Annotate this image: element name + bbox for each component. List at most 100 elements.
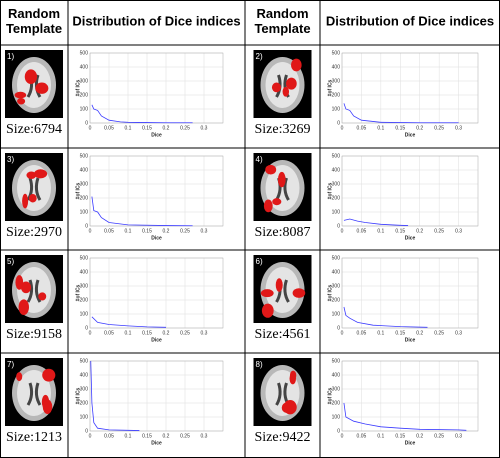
activation bbox=[275, 278, 283, 292]
x-tick-label: 0.3 bbox=[455, 228, 462, 234]
y-tick-label: 200 bbox=[332, 195, 341, 201]
x-axis-label: Dice bbox=[405, 337, 416, 343]
x-tick-label: 0.25 bbox=[180, 433, 190, 439]
x-tick-label: 0.1 bbox=[125, 125, 132, 131]
y-tick-label: 100 bbox=[332, 106, 341, 112]
activation bbox=[20, 281, 32, 294]
size-label: Size:6794 bbox=[6, 122, 62, 137]
x-tick-label: 0 bbox=[341, 433, 344, 439]
y-tick-label: 300 bbox=[332, 386, 341, 392]
x-tick-label: 0.05 bbox=[104, 228, 114, 234]
dice-curve bbox=[343, 218, 409, 226]
x-tick-label: 0.05 bbox=[104, 433, 114, 439]
x-tick-label: 0.2 bbox=[416, 125, 423, 131]
x-tick-label: 0.3 bbox=[455, 330, 462, 336]
x-tick-label: 0.15 bbox=[395, 433, 405, 439]
y-axis-label: #of ICs bbox=[75, 182, 81, 199]
plot-frame bbox=[89, 360, 224, 432]
image-label: 1) bbox=[7, 52, 14, 61]
y-tick-label: 0 bbox=[337, 120, 340, 126]
x-tick-label: 0.15 bbox=[395, 330, 405, 336]
activation bbox=[33, 169, 48, 179]
size-label: Size:9158 bbox=[6, 327, 62, 342]
dice-curve bbox=[343, 402, 467, 431]
header: Template bbox=[254, 21, 310, 36]
activation bbox=[42, 399, 53, 415]
x-axis-label: Dice bbox=[151, 132, 162, 138]
x-tick-label: 0.05 bbox=[357, 330, 367, 336]
y-tick-label: 200 bbox=[332, 297, 341, 303]
activation bbox=[22, 193, 29, 209]
x-tick-label: 0.05 bbox=[104, 330, 114, 336]
size-label: Size:3269 bbox=[255, 122, 311, 137]
activation bbox=[261, 303, 274, 318]
plot-frame bbox=[89, 52, 224, 124]
y-tick-label: 200 bbox=[80, 400, 89, 406]
header: Template bbox=[6, 21, 62, 36]
y-tick-label: 500 bbox=[80, 255, 89, 261]
y-tick-label: 400 bbox=[80, 269, 89, 275]
y-tick-label: 300 bbox=[80, 283, 89, 289]
y-axis-label: #of ICs bbox=[75, 387, 81, 404]
x-tick-label: 0.1 bbox=[125, 330, 132, 336]
x-tick-label: 0.15 bbox=[395, 228, 405, 234]
y-tick-label: 300 bbox=[332, 78, 341, 84]
activation bbox=[14, 91, 27, 99]
x-tick-label: 0.25 bbox=[180, 125, 190, 131]
activation bbox=[277, 171, 286, 188]
x-tick-label: 0.05 bbox=[357, 228, 367, 234]
activation bbox=[15, 275, 24, 290]
plot-frame bbox=[89, 257, 224, 329]
y-tick-label: 500 bbox=[332, 153, 341, 159]
size-label: Size:8087 bbox=[255, 225, 311, 240]
x-tick-label: 0 bbox=[341, 330, 344, 336]
x-tick-label: 0.25 bbox=[180, 330, 190, 336]
y-tick-label: 200 bbox=[332, 400, 341, 406]
activation bbox=[28, 193, 37, 203]
y-tick-label: 100 bbox=[80, 106, 89, 112]
y-tick-label: 400 bbox=[332, 64, 341, 70]
x-tick-label: 0.05 bbox=[104, 125, 114, 131]
y-tick-label: 300 bbox=[332, 181, 341, 187]
y-axis-label: #of ICs bbox=[327, 182, 333, 199]
activation bbox=[289, 370, 297, 381]
plot-frame bbox=[341, 52, 479, 124]
y-tick-label: 400 bbox=[332, 372, 341, 378]
y-tick-label: 300 bbox=[80, 181, 89, 187]
x-tick-label: 0.1 bbox=[377, 330, 384, 336]
y-axis-label: #of ICs bbox=[327, 284, 333, 301]
x-tick-label: 0.05 bbox=[357, 433, 367, 439]
x-tick-label: 0 bbox=[89, 228, 92, 234]
header: Distribution of Dice indices bbox=[326, 13, 494, 28]
x-tick-label: 0.15 bbox=[142, 125, 152, 131]
x-tick-label: 0 bbox=[341, 125, 344, 131]
y-tick-label: 300 bbox=[80, 78, 89, 84]
dice-curve bbox=[91, 316, 167, 328]
ventricles bbox=[26, 177, 42, 201]
x-tick-label: 0 bbox=[89, 433, 92, 439]
y-tick-label: 500 bbox=[80, 358, 89, 364]
activation bbox=[38, 292, 47, 301]
plot-frame bbox=[341, 360, 479, 432]
y-tick-label: 300 bbox=[80, 386, 89, 392]
y-tick-label: 100 bbox=[332, 209, 341, 215]
x-tick-label: 0.2 bbox=[416, 433, 423, 439]
x-tick-label: 0.15 bbox=[395, 125, 405, 131]
image-label: 7) bbox=[7, 360, 14, 369]
y-tick-label: 400 bbox=[80, 372, 89, 378]
x-tick-label: 0.2 bbox=[416, 330, 423, 336]
activation bbox=[42, 368, 56, 382]
y-tick-label: 0 bbox=[337, 325, 340, 331]
x-tick-label: 0.25 bbox=[180, 228, 190, 234]
plot-frame bbox=[341, 257, 479, 329]
x-tick-label: 0.25 bbox=[434, 433, 444, 439]
plot-frame bbox=[341, 155, 479, 227]
dice-curve bbox=[90, 360, 140, 431]
x-tick-label: 0.1 bbox=[125, 433, 132, 439]
x-axis-label: Dice bbox=[151, 235, 162, 241]
x-axis-label: Dice bbox=[151, 440, 162, 446]
x-tick-label: 0 bbox=[89, 125, 92, 131]
dice-curve bbox=[343, 103, 459, 124]
y-tick-label: 300 bbox=[332, 283, 341, 289]
y-axis-label: #of ICs bbox=[75, 284, 81, 301]
